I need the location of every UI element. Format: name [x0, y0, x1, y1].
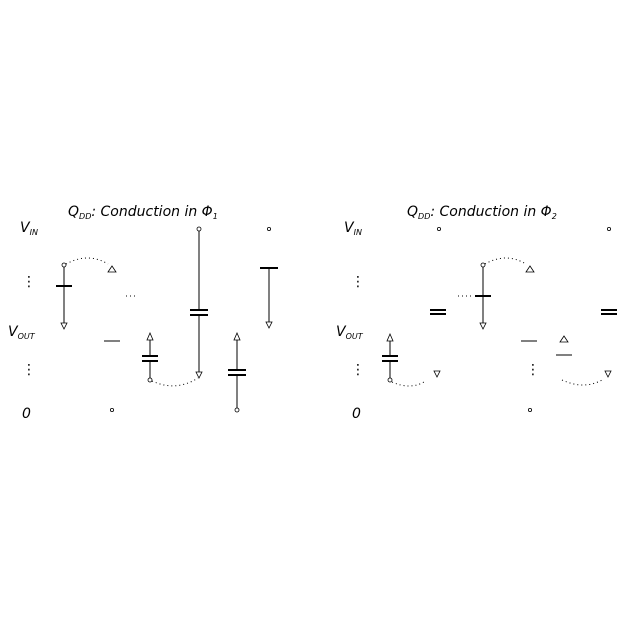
right-vin-label: VIN [344, 220, 362, 237]
left-arrow-down-1 [60, 322, 68, 330]
right-panel-title: QDD: Conduction in Φ2 [407, 204, 557, 221]
right-arrow-up-c [525, 265, 535, 273]
left-node-1 [61, 262, 67, 268]
right-node-c [480, 262, 486, 268]
left-arrow-up-1 [107, 265, 117, 273]
right-vdots-lower: ⋮ [351, 362, 365, 378]
left-arrow-down-5 [265, 321, 273, 329]
left-dotted-link-1 [65, 257, 109, 265]
left-path-5 [260, 226, 278, 329]
right-zero-label: 0 [352, 406, 361, 422]
left-vin-label: VIN [20, 220, 38, 237]
right-arrow-up-d [559, 335, 569, 343]
right-vdots-mid: ⋮ [526, 362, 540, 378]
left-arrow-down-2 [195, 371, 203, 379]
left-node-4 [234, 407, 240, 413]
right-dotted-link-d [561, 379, 603, 386]
left-node-3 [196, 226, 202, 232]
right-dotted-link-a [391, 381, 425, 387]
left-path-4 [228, 331, 246, 413]
left-vout-label: VOUT [8, 324, 36, 341]
right-path-c [475, 257, 535, 330]
right-node-a [387, 377, 393, 383]
left-path-2 [142, 331, 203, 387]
left-vdots-upper: ⋮ [22, 274, 36, 290]
left-arrow-up-4 [233, 331, 241, 341]
right-dotted-link-c [484, 257, 527, 265]
left-dotted-link-2 [151, 377, 199, 387]
left-panel-title: QDD: Conduction in Φ1 [68, 204, 218, 221]
right-vdots-upper: ⋮ [351, 274, 365, 290]
right-node-vin-2 [607, 226, 612, 231]
right-vout-label: VOUT [336, 324, 364, 341]
right-panel: QDD: Conduction in Φ2 VIN ⋮ VOUT ⋮ 0 [336, 204, 617, 422]
right-arrow-up-a [386, 332, 394, 342]
left-vdots-lower: ⋮ [22, 362, 36, 378]
right-node-vin-1 [436, 226, 441, 231]
left-node-5 [266, 226, 271, 231]
right-path-a [382, 332, 441, 387]
left-node-2 [147, 377, 153, 383]
left-arrow-up-2 [146, 331, 154, 341]
left-panel: QDD: Conduction in Φ1 VIN ⋮ VOUT ⋮ 0 [8, 204, 278, 422]
right-zero-node [528, 407, 533, 412]
right-path-d [556, 335, 612, 386]
left-zero-label: 0 [22, 406, 31, 422]
right-arrow-down-d [604, 370, 612, 378]
left-zero-node [110, 407, 115, 412]
right-arrow-down-c [479, 322, 487, 330]
right-arrow-down-a [433, 370, 441, 378]
left-path-3 [190, 226, 208, 372]
left-path-1 [56, 257, 136, 330]
